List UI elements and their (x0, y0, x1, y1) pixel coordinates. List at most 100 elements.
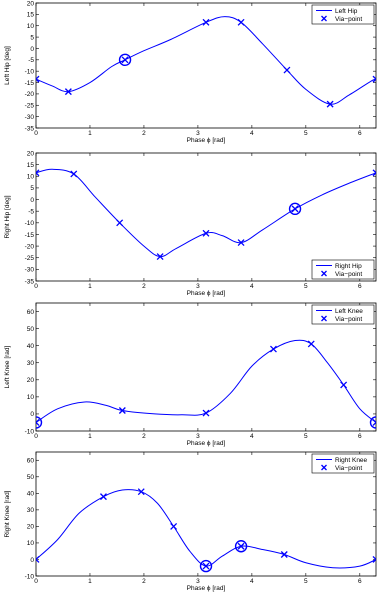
y-tick-label: -5 (28, 208, 34, 215)
plot-frame (35, 302, 377, 432)
via-point-marker (340, 381, 348, 389)
y-tick-label: 20 (27, 0, 35, 7)
y-tick-label: 30 (27, 507, 35, 514)
y-tick-label: 20 (27, 524, 35, 531)
via-point-marker (202, 409, 210, 417)
y-tick-label: -15 (25, 232, 35, 239)
y-tick-label: -15 (25, 80, 35, 87)
y-tick-label: 10 (27, 23, 35, 30)
x-tick-label: 0 (34, 433, 38, 440)
y-tick-label: 0 (30, 411, 34, 418)
y-tick-label: 15 (27, 12, 35, 19)
series-line-1 (36, 489, 376, 569)
x-tick-label: 3 (196, 433, 200, 440)
y-tick-label: -35 (25, 125, 35, 132)
legend-label: Left Knee (335, 308, 363, 315)
y-tick-label: 60 (27, 458, 35, 465)
via-point-marker (36, 169, 40, 177)
y-tick-label: -20 (25, 243, 35, 250)
y-axis-label: Left Knee [rad] (4, 345, 11, 388)
via-point-marker (202, 229, 210, 237)
series-line-1 (36, 168, 376, 258)
y-tick-label: 40 (27, 491, 35, 498)
chart-panel-2: 0 1 2 3 4 5 6 -35 -30 -25 -20 -15 -10 -5 0 5 10 15 20 Phase… (4, 150, 377, 297)
highlight-circle (288, 202, 302, 216)
highlight-circle (369, 416, 376, 429)
via-point-marker (372, 419, 376, 426)
y-tick-label: -20 (25, 91, 35, 98)
legend-box (311, 4, 375, 25)
via-point-marker (372, 556, 376, 563)
y-tick-label: 60 (27, 309, 35, 316)
via-point-marker (372, 169, 376, 177)
highlight-circle (199, 559, 213, 573)
x-tick-label: 4 (250, 283, 254, 290)
plot-frame (35, 451, 377, 577)
legend-label: Via−point (335, 465, 362, 472)
y-tick-label: 5 (30, 34, 34, 41)
via-point-marker (118, 407, 126, 414)
y-axis-label: Left Hip [deg] (4, 46, 11, 85)
y-tick-label: -30 (25, 114, 35, 121)
via-point-marker (283, 66, 291, 74)
via-point-marker (307, 340, 315, 348)
plot-frame (35, 152, 377, 282)
plot-area (36, 16, 376, 108)
via-point-marker (237, 18, 245, 26)
via-point-marker (170, 522, 178, 530)
y-tick-label: -10 (25, 573, 35, 580)
via-point-marker (36, 556, 40, 563)
y-tick-label: -30 (25, 267, 35, 274)
legend-marker-swatch (321, 464, 327, 471)
via-point-marker (64, 88, 72, 96)
y-tick-label: 40 (27, 343, 35, 350)
y-tick-label: 15 (27, 162, 35, 169)
x-tick-label: 1 (88, 433, 92, 440)
x-tick-label: 6 (358, 433, 362, 440)
plot-area (36, 488, 376, 573)
x-tick-label: 2 (142, 433, 146, 440)
y-tick-label: -10 (25, 68, 35, 75)
x-tick-label: 2 (142, 130, 146, 137)
via-point-marker (36, 419, 40, 426)
y-tick-label: 50 (27, 326, 35, 333)
legend-label: Via−point (335, 16, 362, 23)
via-point-marker (372, 75, 376, 83)
highlight-circle (36, 416, 43, 429)
y-tick-label: -10 (25, 428, 35, 435)
x-tick-label: 5 (304, 433, 308, 440)
y-tick-label: 10 (27, 394, 35, 401)
via-point-marker (116, 219, 124, 227)
x-tick-label: 6 (358, 578, 362, 585)
legend-label: Right Knee (335, 457, 368, 464)
x-tick-label: 0 (34, 130, 38, 137)
highlight-circle (118, 53, 132, 67)
via-point-marker (156, 253, 164, 261)
legend-label: Via−point (335, 271, 362, 278)
legend-box (311, 304, 375, 325)
x-tick-label: 4 (250, 130, 254, 137)
x-tick-label: 1 (88, 130, 92, 137)
x-tick-label: 5 (304, 578, 308, 585)
y-tick-label: -35 (25, 278, 35, 285)
series-line-1 (36, 339, 376, 423)
legend-marker-swatch (321, 270, 327, 277)
via-point-marker (326, 100, 334, 108)
via-point-marker (291, 205, 299, 213)
via-point-marker (202, 562, 210, 570)
x-tick-label: 0 (34, 578, 38, 585)
x-tick-label: 5 (304, 130, 308, 137)
y-axis-label: Right Hip [deg] (4, 195, 11, 238)
y-tick-label: 50 (27, 474, 35, 481)
via-point-marker (36, 75, 40, 83)
legend-label: Via−point (335, 316, 362, 323)
y-tick-label: -5 (28, 57, 34, 64)
x-tick-label: 2 (142, 578, 146, 585)
y-tick-label: -10 (25, 220, 35, 227)
